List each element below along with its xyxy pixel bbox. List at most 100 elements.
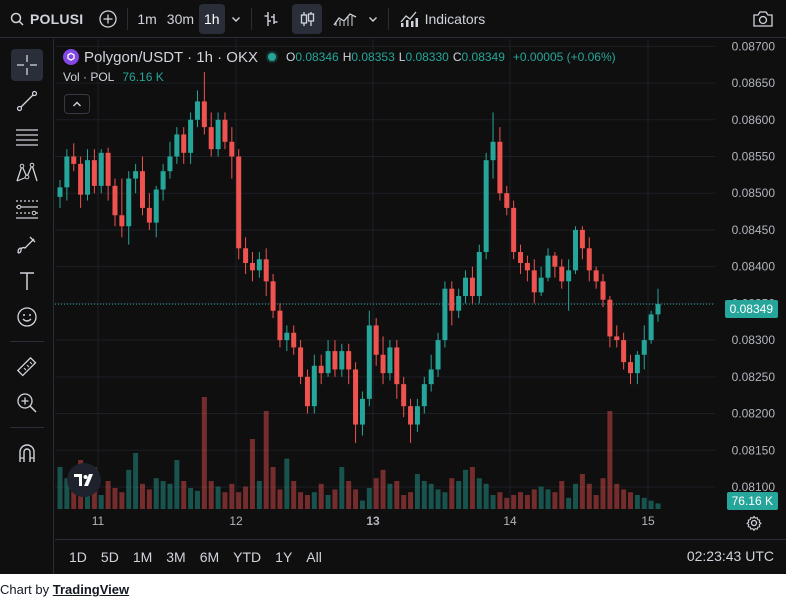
grid-lines	[55, 39, 715, 509]
zoom-in-tool-button[interactable]	[11, 387, 43, 419]
horizontal-lines-icon	[16, 129, 38, 146]
volume-bar	[311, 492, 317, 509]
candle-body	[552, 255, 558, 267]
volume-bar	[428, 483, 434, 509]
range-3m-button[interactable]: 3M	[166, 549, 186, 565]
crosshair-tool-button[interactable]	[11, 49, 43, 81]
volume-bar	[318, 483, 324, 509]
time-tick-label: 15	[641, 514, 655, 528]
close-value: 0.08349	[461, 50, 505, 64]
candles-chart-type-button[interactable]	[291, 3, 322, 34]
measure-tool-button[interactable]	[11, 351, 43, 383]
fib-icon	[16, 200, 38, 219]
volume-bar	[194, 490, 200, 509]
crosshair-icon	[17, 55, 37, 75]
volume-bar	[552, 492, 558, 509]
indicators-button[interactable]: Indicators	[393, 4, 492, 34]
range-all-button[interactable]: All	[306, 549, 322, 565]
candle-body	[91, 160, 97, 186]
candle-body	[518, 251, 524, 263]
time-tick-label: 14	[503, 514, 517, 528]
candle-body	[353, 369, 359, 425]
price-tick-label: 0.08550	[732, 150, 776, 164]
volume-bar	[346, 481, 352, 509]
price-tick-label: 0.08300	[732, 333, 776, 347]
horizontal-lines-tool-button[interactable]	[11, 121, 43, 153]
volume-label: Vol · POL	[63, 70, 115, 84]
add-symbol-icon	[99, 9, 117, 28]
price-tick-label: 0.08200	[732, 407, 776, 421]
text-tool-button[interactable]	[11, 265, 43, 297]
trend-line-tool-button[interactable]	[11, 85, 43, 117]
pattern-tool-button[interactable]	[11, 157, 43, 189]
candlestick-chart[interactable]: 0.08700 0.08650 0.08600 0.08550 0.08500 0.084…	[55, 39, 786, 539]
tradingview-logo-icon	[74, 474, 93, 486]
candle-body	[291, 332, 297, 348]
bar-chart-type-button[interactable]	[256, 4, 286, 34]
time-axis[interactable]: 11 12 13 14 15	[92, 514, 655, 528]
candle-body	[641, 340, 647, 355]
interval-1h-button[interactable]: 1h	[199, 3, 225, 34]
compare-symbol-button[interactable]	[93, 4, 123, 34]
chart-type-dropdown-button[interactable]	[362, 4, 384, 34]
candle-body	[545, 255, 551, 278]
symbol-search-button[interactable]: POLUSI	[0, 4, 93, 34]
market-status-dot	[267, 53, 276, 61]
volume-bar	[408, 492, 414, 509]
volume-bar	[483, 483, 489, 509]
tradingview-link[interactable]: TradingView	[52, 582, 130, 597]
volume-bar	[133, 453, 139, 509]
snapshot-button[interactable]	[748, 4, 778, 34]
volume-bar	[174, 460, 180, 509]
interval-1m-button[interactable]: 1m	[137, 10, 157, 27]
range-1d-button[interactable]: 1D	[69, 549, 87, 565]
candle-body	[325, 351, 331, 374]
time-tick-label: 13	[366, 514, 380, 528]
volume-bar	[284, 458, 290, 509]
time-tick-label: 11	[92, 514, 105, 528]
range-6m-button[interactable]: 6M	[199, 549, 220, 565]
symbol-title[interactable]: Polygon/USDT · 1h · OKX	[84, 48, 258, 66]
pattern-icon	[16, 162, 38, 182]
volume-bar	[387, 483, 393, 509]
volume-bar	[614, 483, 620, 509]
open-key: O	[285, 50, 296, 64]
volume-bar	[366, 488, 372, 509]
range-1m-button[interactable]: 1M	[132, 549, 153, 565]
candle-body	[469, 277, 475, 297]
magnet-tool-button[interactable]	[11, 437, 43, 469]
range-ytd-button[interactable]: YTD	[233, 549, 262, 565]
price-axis[interactable]: 0.08700 0.08650 0.08600 0.08550 0.08500 0.084…	[732, 39, 776, 494]
volume-bar	[359, 500, 365, 509]
low-key: L	[398, 50, 406, 64]
interval-30m-button[interactable]: 30m	[166, 10, 195, 27]
volume-bar	[243, 486, 249, 509]
price-tick-label: 0.08700	[732, 39, 776, 53]
fib-tool-button[interactable]	[11, 193, 43, 225]
interval-dropdown-button[interactable]	[225, 4, 247, 34]
brush-tool-button[interactable]	[11, 229, 43, 261]
tradingview-logo[interactable]	[67, 463, 101, 497]
volume-bar	[579, 474, 585, 509]
emoji-tool-button[interactable]	[11, 301, 43, 333]
price-tick-label: 0.08400	[732, 260, 776, 274]
candle-body	[524, 262, 530, 271]
range-5d-button[interactable]: 5D	[100, 549, 119, 565]
candle-body	[621, 340, 627, 363]
candle-body	[648, 314, 654, 341]
toolbar-divider	[10, 341, 44, 342]
volume-bar	[112, 488, 118, 509]
high-value: 0.08353	[351, 50, 395, 64]
legend-collapse-button[interactable]	[64, 94, 90, 114]
utc-clock[interactable]: 02:23:43 UTC	[686, 548, 774, 564]
volume-bar	[469, 467, 475, 509]
chart-pane[interactable]: 0.08700 0.08650 0.08600 0.08550 0.08500 0.084…	[55, 39, 786, 539]
candle-body	[71, 156, 77, 164]
attribution: Chart by TradingView	[0, 582, 129, 597]
volume-bar	[270, 467, 276, 509]
magnet-icon	[19, 444, 35, 462]
area-chart-type-button[interactable]	[328, 4, 362, 34]
chart-settings-button[interactable]	[744, 513, 764, 533]
candle-body	[593, 270, 599, 282]
range-1y-button[interactable]: 1Y	[275, 549, 293, 565]
